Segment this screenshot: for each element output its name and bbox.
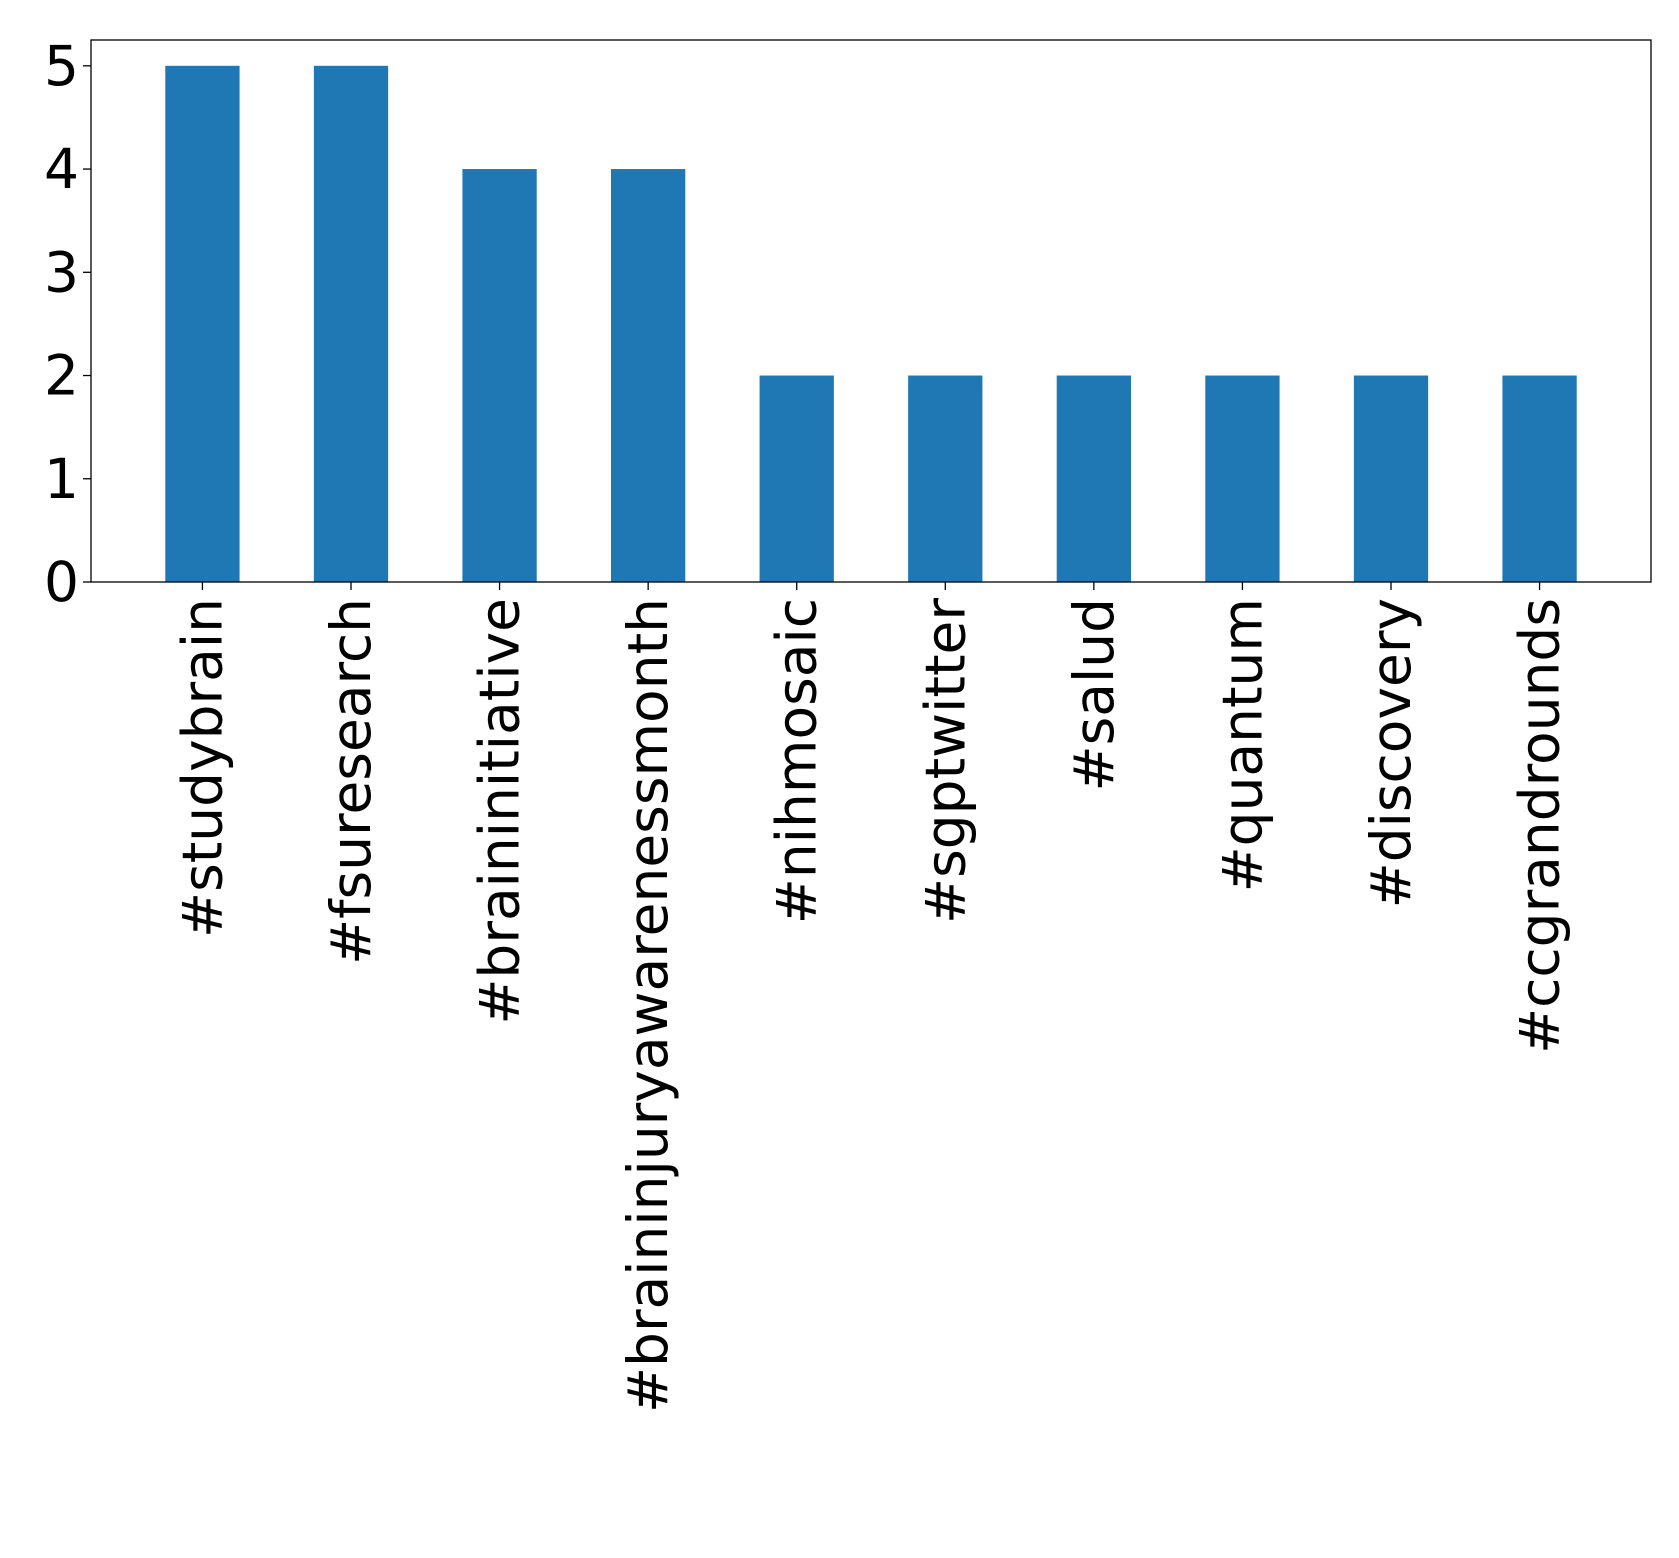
x-tick-label: #fsuresearch [319, 598, 383, 965]
y-tick-label: 3 [44, 240, 79, 304]
y-tick-label: 2 [44, 344, 79, 408]
bar-ccgrandrounds [1502, 375, 1577, 582]
x-tick-label: #studybrain [170, 598, 234, 938]
x-tick-label: #braininjuryawarenessmonth [616, 598, 680, 1413]
bar-salud [1056, 375, 1131, 582]
bar-braininitiative [462, 169, 537, 583]
y-tick-label: 0 [44, 550, 79, 614]
x-tick-label: #nihmosaic [765, 598, 829, 924]
x-tick-label: #discovery [1359, 598, 1423, 908]
x-axis: #studybrain #fsuresearch #braininitiative #… [170, 582, 1572, 1413]
x-tick-label: #salud [1062, 598, 1126, 792]
bar-quantum [1205, 375, 1280, 582]
x-tick-label: #braininitiative [468, 598, 532, 1025]
plot-frame [90, 39, 1652, 583]
bars-layer [165, 65, 1577, 583]
bar-nihmosaic [759, 375, 834, 582]
y-tick-label: 4 [44, 137, 79, 201]
x-tick-label: #quantum [1210, 598, 1274, 892]
y-tick-label: 5 [44, 34, 79, 98]
x-tick-label: #ccgrandrounds [1508, 598, 1572, 1054]
y-tick-label: 1 [44, 447, 79, 511]
bar-discovery [1353, 375, 1429, 582]
bar-braininjuryawarenessmonth [611, 169, 686, 583]
x-tick-label: #sgptwitter [913, 598, 977, 924]
bar-studybrain [165, 65, 240, 583]
bar-fsuresearch [313, 65, 389, 583]
y-axis: 0 1 2 3 4 5 [44, 34, 91, 614]
bar-sgptwitter [908, 375, 983, 582]
